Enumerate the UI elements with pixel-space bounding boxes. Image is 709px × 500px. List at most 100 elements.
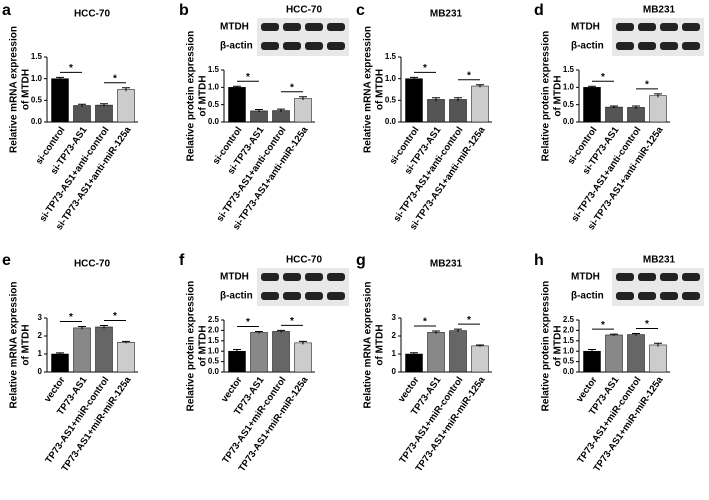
error-bar (255, 109, 263, 113)
bar (427, 332, 445, 373)
y-tick-label: 2 (392, 331, 397, 340)
y-tick-label: 0.0 (31, 117, 43, 126)
blot-band (682, 23, 700, 31)
significance-star: * (69, 63, 73, 74)
blot-band (660, 23, 678, 31)
y-axis-label: Relative mRNA expression (363, 282, 374, 409)
y-tick-label: 1.5 (208, 65, 220, 74)
error-bar (122, 340, 130, 344)
panel-letter: g (356, 252, 366, 269)
bar (294, 342, 312, 373)
blot-band (305, 292, 323, 300)
blot-band (616, 23, 634, 31)
error-bar (100, 103, 108, 107)
blot-label: β-actin (220, 41, 253, 52)
blot-band (327, 42, 345, 50)
panel-letter: e (2, 252, 11, 269)
blot-band (327, 23, 345, 31)
blot-band (305, 42, 323, 50)
y-tick-label: 1.5 (31, 52, 43, 61)
y-tick-label: 0.0 (208, 117, 220, 126)
panel-letter: a (2, 2, 11, 19)
y-tick-label: 0.0 (563, 117, 575, 126)
blot-band (616, 273, 634, 281)
y-tick-label: 0.0 (563, 367, 575, 376)
y-tick-label: 3 (38, 313, 43, 322)
y-tick-label: 1.5 (563, 65, 575, 74)
y-tick-label: 1.0 (208, 346, 220, 355)
panel-letter: b (179, 2, 189, 19)
bar (605, 106, 623, 123)
error-bar (410, 76, 418, 80)
y-tick-label: 1 (392, 349, 397, 358)
blot-label: β-actin (571, 291, 604, 302)
y-tick-label: 1.0 (31, 74, 43, 83)
error-bar (78, 325, 86, 330)
y-axis-label: Relative protein expression (541, 281, 552, 412)
bar (73, 105, 91, 123)
chart-title: HCC-70 (286, 5, 323, 16)
significance-star: * (290, 82, 294, 93)
bar (272, 331, 290, 373)
bar (471, 345, 489, 373)
y-tick-label: 2.5 (208, 315, 220, 324)
blot-band (616, 42, 634, 50)
y-tick-label: 0 (392, 367, 397, 376)
y-axis-label: Relative protein expression (186, 31, 197, 162)
chart-title: HCC-70 (286, 255, 323, 266)
chart-title: MB231 (430, 9, 463, 20)
blot-band (638, 273, 656, 281)
y-tick-label: 1.5 (385, 52, 397, 61)
bar (427, 99, 445, 123)
bar (405, 78, 423, 123)
chart-title: MB231 (430, 259, 463, 270)
error-bar (432, 97, 440, 102)
blot-band (327, 273, 345, 281)
significance-star: * (113, 311, 117, 322)
significance-star: * (246, 72, 250, 83)
y-axis-label: of MTDH (21, 324, 32, 365)
blot-band (305, 23, 323, 31)
blot-band (638, 292, 656, 300)
blot-label: MTDH (571, 272, 600, 283)
y-tick-label: 1.0 (208, 82, 220, 91)
blot-band (638, 23, 656, 31)
blot-band (327, 292, 345, 300)
blot-band (283, 292, 301, 300)
bar (272, 110, 290, 123)
significance-star: * (246, 317, 250, 328)
y-axis-label: of MTDH (553, 75, 564, 116)
bar (649, 95, 667, 123)
blot-band (660, 292, 678, 300)
bar (51, 353, 69, 373)
error-bar (476, 84, 484, 88)
significance-star: * (423, 63, 427, 74)
y-tick-label: 0.5 (208, 100, 220, 109)
blot-label: MTDH (571, 22, 600, 33)
bar (250, 332, 268, 373)
y-tick-label: 0.5 (31, 95, 43, 104)
y-axis-label: of MTDH (198, 325, 209, 366)
y-tick-label: 1 (38, 349, 43, 358)
y-tick-label: 2.0 (208, 326, 220, 335)
y-tick-label: 0.5 (563, 100, 575, 109)
blot-band (283, 23, 301, 31)
blot-label: β-actin (571, 41, 604, 52)
error-bar (610, 333, 618, 336)
error-bar (233, 349, 241, 353)
y-tick-label: 1.0 (563, 82, 575, 91)
y-axis-label: of MTDH (21, 69, 32, 110)
y-tick-label: 0.0 (385, 117, 397, 126)
bar (95, 104, 113, 123)
blot-label: MTDH (220, 272, 249, 283)
error-bar (632, 105, 640, 109)
blot-band (616, 292, 634, 300)
error-bar (432, 330, 440, 334)
panel-letter: f (179, 252, 185, 269)
panel-letter: h (534, 252, 544, 269)
panel-letter: c (356, 2, 365, 19)
blot-band (682, 292, 700, 300)
error-bar (299, 96, 307, 101)
blot-band (261, 292, 279, 300)
